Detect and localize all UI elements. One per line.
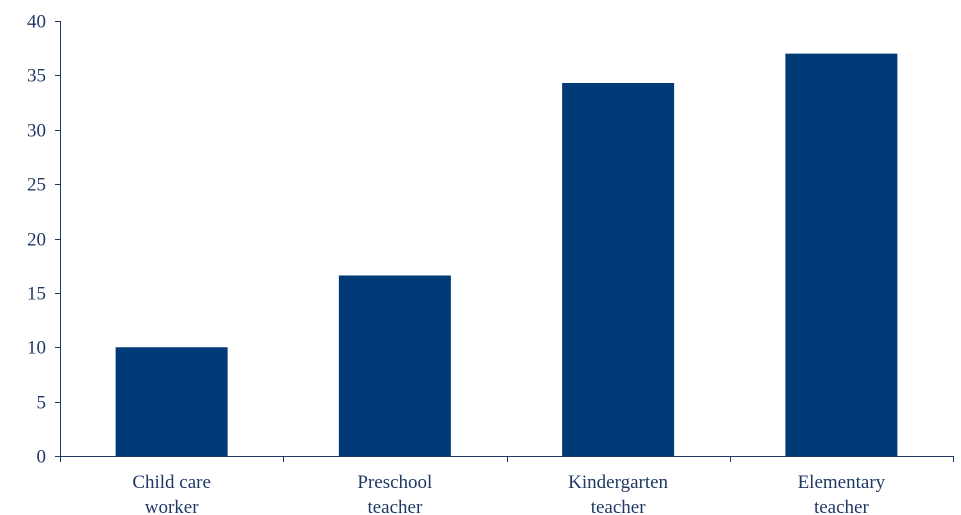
y-tick-label: 10 (27, 338, 46, 359)
y-tick-label: 5 (37, 393, 47, 414)
x-category-label: Child care (132, 472, 211, 493)
y-tick-label: 30 (27, 121, 46, 142)
x-category-label: teacher (591, 497, 647, 515)
y-tick-label: 20 (27, 230, 46, 251)
bar (338, 275, 451, 456)
bar (785, 53, 898, 456)
bar (562, 82, 675, 457)
x-category-label: teacher (814, 497, 870, 515)
bars (115, 53, 898, 457)
y-axis-ticks: 0 5 10 15 20 25 30 35 40 (27, 12, 60, 468)
bar (115, 347, 228, 456)
x-axis-labels: Child care worker Preschool teacher Kinderga… (132, 472, 885, 515)
x-category-label: teacher (367, 497, 423, 515)
y-tick-label: 35 (27, 66, 46, 87)
y-tick-label: 0 (37, 447, 47, 468)
y-tick-label: 15 (27, 284, 46, 305)
x-category-label: Kindergarten (568, 472, 668, 493)
axes (60, 21, 954, 462)
x-category-label: worker (145, 497, 199, 515)
x-category-label: Preschool (357, 472, 432, 493)
y-tick-label: 25 (27, 175, 46, 196)
y-tick-label: 40 (27, 12, 46, 33)
x-category-label: Elementary (798, 472, 886, 493)
